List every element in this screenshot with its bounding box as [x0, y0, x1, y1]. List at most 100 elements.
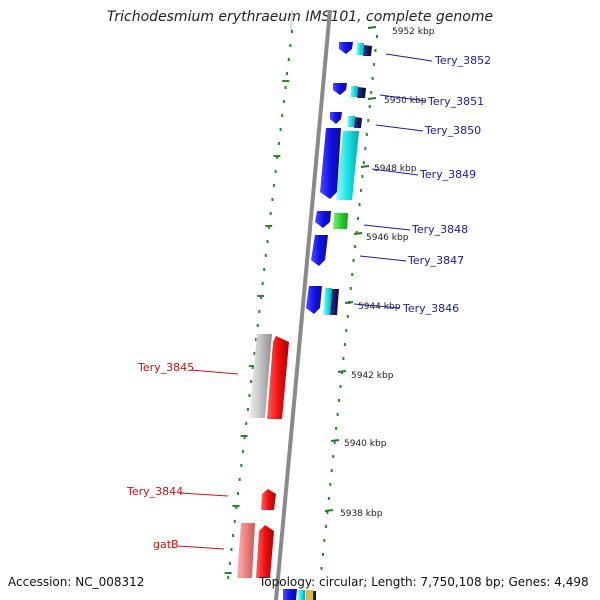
- tick-mark: [367, 97, 377, 100]
- tick-mark: [353, 232, 363, 235]
- gene-label[interactable]: Tery_3847: [407, 254, 464, 267]
- ring-dot: [235, 506, 238, 509]
- ring-dot: [357, 217, 359, 220]
- leader-line: [353, 303, 401, 309]
- gene-arrow[interactable]: [256, 525, 274, 578]
- forward-gene-labels: Tery_3852 Tery_3851 Tery_3850 Tery_3849 …: [353, 53, 491, 315]
- ring-dot: [263, 268, 266, 271]
- gene-arrow[interactable]: [267, 336, 289, 419]
- ring-dot: [338, 399, 340, 402]
- ring-dot: [376, 35, 378, 38]
- tick-mark: [367, 26, 377, 29]
- ring-dot: [233, 520, 236, 523]
- gene-arrow[interactable]: [237, 523, 255, 578]
- gene-label[interactable]: Tery_3845: [137, 361, 194, 374]
- gene-arrow[interactable]: [306, 590, 313, 600]
- ring-dot: [227, 576, 230, 579]
- gene-arrow[interactable]: [311, 235, 328, 266]
- ring-dot: [373, 63, 376, 66]
- ring-dot: [266, 240, 269, 243]
- gene-arrow[interactable]: [320, 128, 341, 199]
- gene-label[interactable]: Tery_3844: [126, 485, 183, 498]
- gene-arrow[interactable]: [347, 116, 355, 127]
- ring-dot: [276, 156, 279, 159]
- genome-summary-text: Topology: circular; Length: 7,750,108 bp…: [259, 575, 589, 589]
- leader-line: [190, 369, 239, 375]
- tick-label: 5944 kbp: [358, 302, 401, 312]
- leader-line: [179, 492, 229, 497]
- ring-dash: [257, 295, 265, 297]
- ring-dot: [368, 105, 371, 108]
- ring-dot: [228, 562, 231, 565]
- forward-genes: [306, 42, 372, 315]
- gene-arrow[interactable]: [313, 591, 316, 600]
- gene-label[interactable]: Tery_3852: [434, 54, 491, 67]
- gene-arrow[interactable]: [298, 590, 305, 600]
- ring-dot: [336, 413, 339, 416]
- gene-label[interactable]: Tery_3851: [427, 95, 484, 108]
- gene-arrow[interactable]: [315, 211, 331, 228]
- gene-arrow[interactable]: [249, 334, 272, 418]
- ring-dot: [374, 49, 377, 52]
- ring-dot: [333, 441, 336, 444]
- map-title: Trichodesmium erythraeum IMS101, complet…: [106, 9, 494, 25]
- ring-dot: [230, 548, 233, 551]
- gene-arrow[interactable]: [333, 83, 347, 95]
- gene-arrow[interactable]: [323, 288, 332, 315]
- ring-dot: [258, 310, 261, 313]
- gene-arrow[interactable]: [306, 286, 322, 314]
- dotted-rings: [224, 30, 378, 579]
- ring-dot: [251, 366, 254, 369]
- ring-dot: [339, 385, 342, 388]
- tick-label: 5940 kbp: [344, 439, 387, 449]
- tick-label: 5950 kbp: [384, 96, 427, 106]
- ring-dot: [240, 464, 243, 467]
- ring-dot: [281, 114, 284, 117]
- ring-dot: [342, 357, 345, 360]
- ring-dot: [362, 161, 365, 164]
- gene-arrow[interactable]: [350, 86, 358, 97]
- ring-dot: [351, 273, 354, 276]
- gene-arrow[interactable]: [330, 112, 342, 124]
- ring-dot: [241, 450, 244, 453]
- gene-arrow[interactable]: [333, 213, 348, 229]
- tick-label: 5948 kbp: [374, 164, 417, 174]
- ring-dot: [343, 343, 346, 346]
- gene-arrow[interactable]: [339, 42, 353, 54]
- ring-dot: [268, 226, 271, 229]
- leader-line: [177, 545, 225, 550]
- ring-dash: [224, 572, 232, 574]
- leader-line: [375, 124, 424, 132]
- ring-dot: [245, 422, 248, 425]
- tick-label: 5952 kbp: [392, 27, 435, 37]
- ring-dot: [345, 329, 348, 332]
- leader-line: [363, 224, 411, 231]
- ring-dot: [237, 492, 239, 495]
- gene-arrow[interactable]: [356, 43, 364, 55]
- gene-label[interactable]: Tery_3848: [411, 223, 468, 236]
- gene-label[interactable]: Tery_3849: [419, 168, 476, 181]
- tick-mark: [324, 509, 334, 512]
- gene-arrow[interactable]: [330, 289, 339, 315]
- ring-dot: [243, 436, 246, 439]
- ring-dot: [282, 100, 285, 103]
- ring-dot: [359, 189, 362, 192]
- backbone-top-fade: [290, 9, 293, 31]
- gene-arrow[interactable]: [261, 489, 276, 510]
- leader-line: [379, 94, 427, 102]
- ring-dot: [271, 198, 274, 201]
- ring-dot: [332, 455, 335, 458]
- gene-arrow[interactable]: [363, 45, 372, 56]
- ring-dot: [287, 58, 290, 61]
- gene-label[interactable]: Tery_3846: [402, 302, 459, 315]
- ring-dot: [365, 133, 368, 136]
- gene-arrow[interactable]: [283, 589, 297, 600]
- gene-arrow[interactable]: [354, 117, 362, 128]
- ring-dot: [273, 184, 275, 187]
- gene-label[interactable]: Tery_3850: [424, 124, 481, 137]
- tick-mark: [337, 370, 347, 373]
- ring-dot: [248, 394, 251, 397]
- gene-arrow[interactable]: [336, 131, 359, 200]
- gene-arrow[interactable]: [357, 87, 366, 98]
- gene-label[interactable]: gatB: [153, 538, 179, 551]
